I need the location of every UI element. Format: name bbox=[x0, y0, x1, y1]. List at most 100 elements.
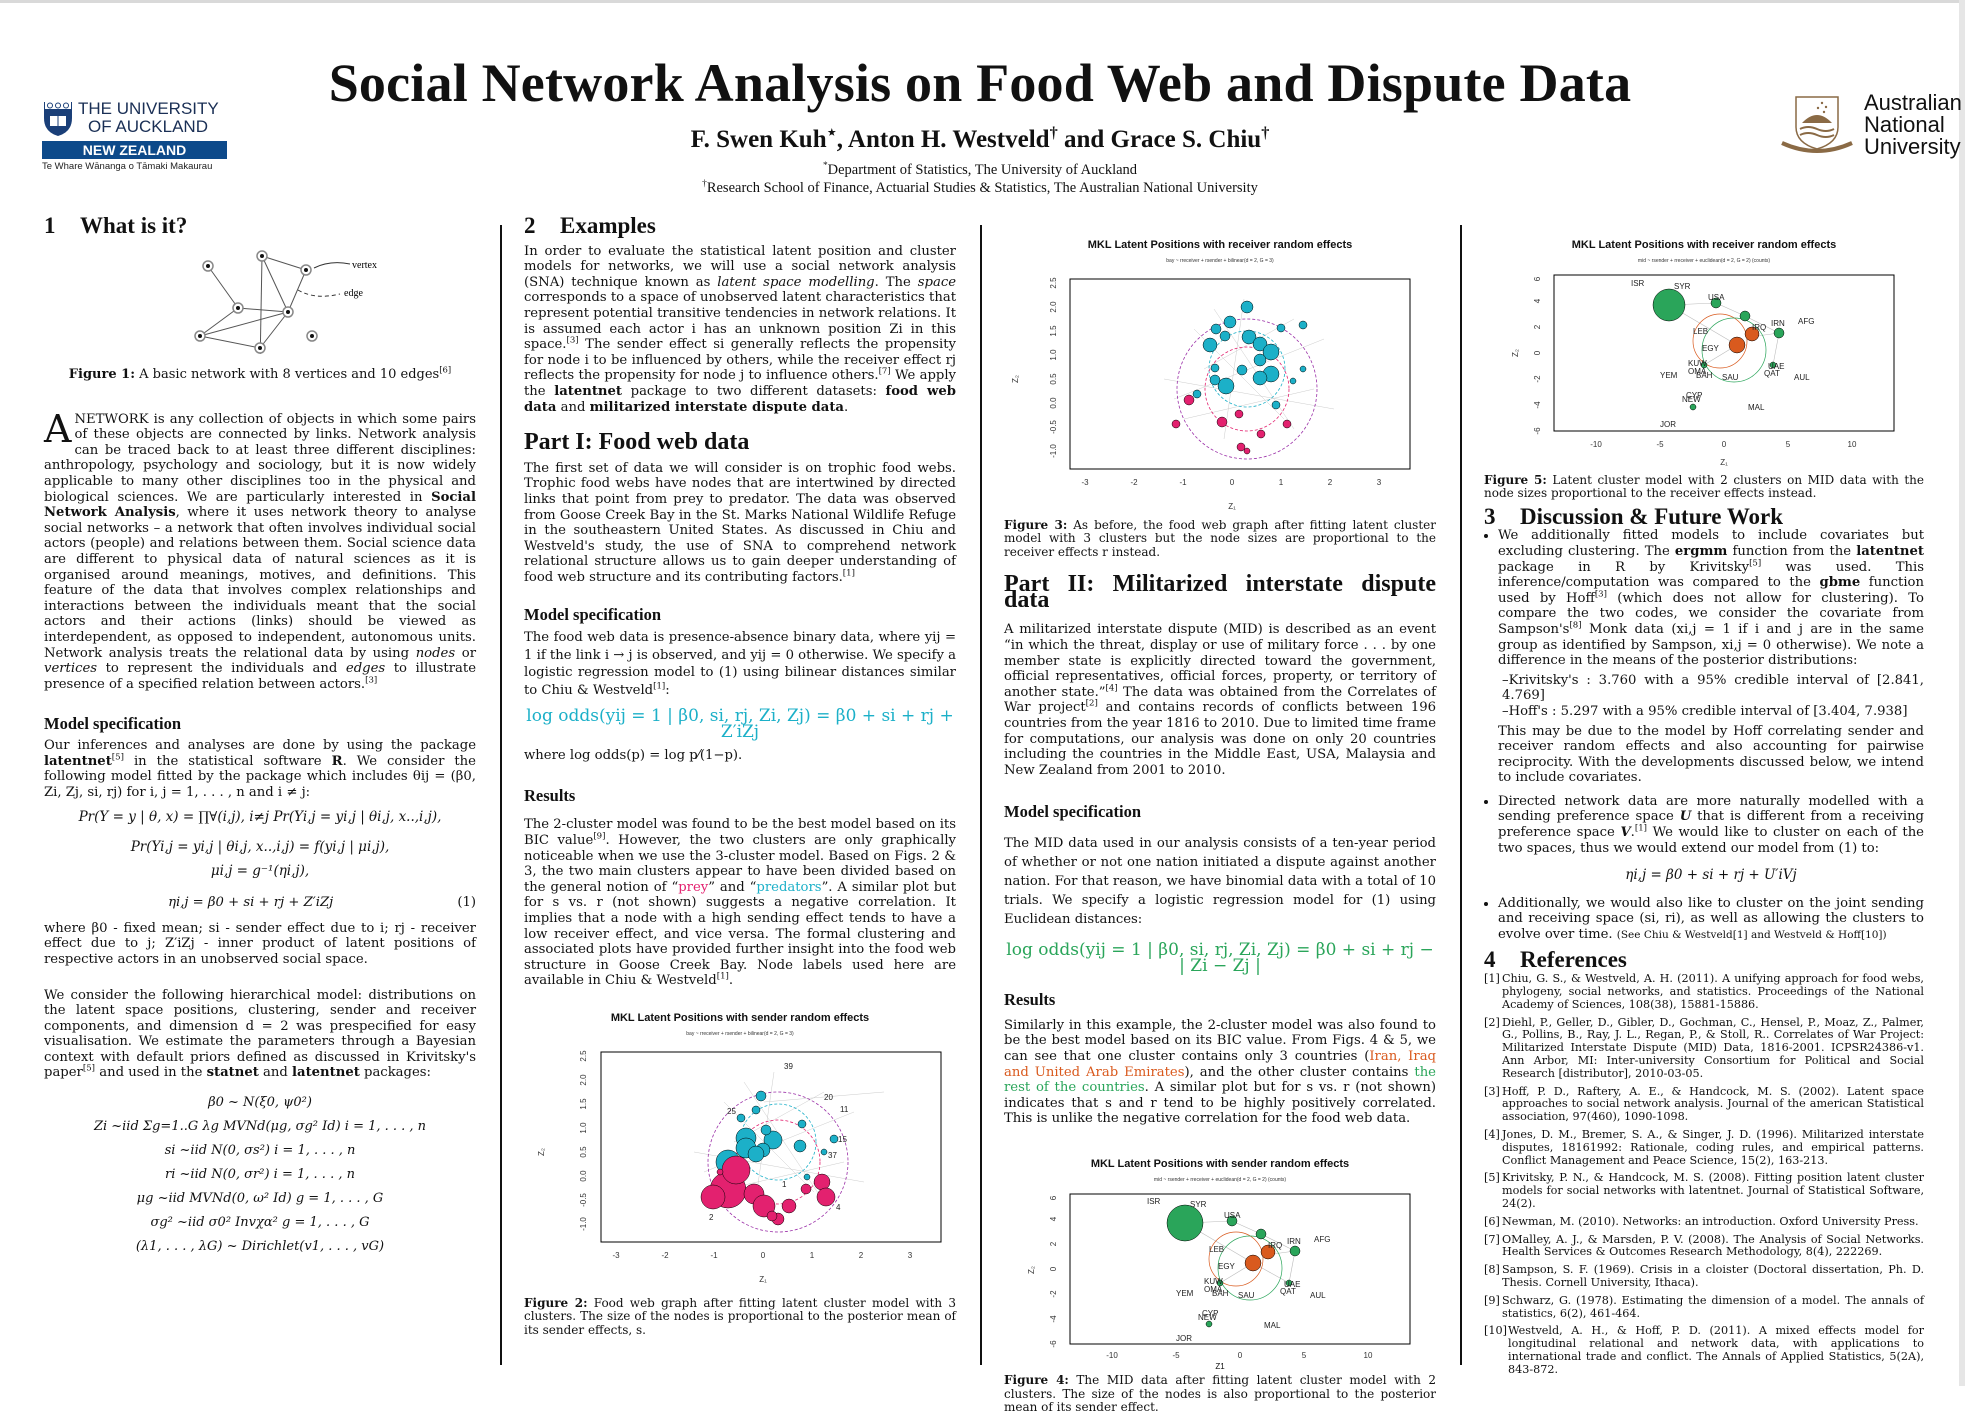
svg-text:5: 5 bbox=[1302, 1351, 1307, 1358]
part-1-heading: Part I: Food web data bbox=[524, 429, 750, 456]
svg-text:JOR: JOR bbox=[1660, 420, 1676, 429]
equation-1: ηi,j = β0 + si + rj + Z′iZj (1) bbox=[168, 895, 476, 911]
reference-item: [8] Sampson, S. F. (1969). Crisis in a cl… bbox=[1484, 1263, 1924, 1289]
equation-link: μi,j = g⁻¹(ηi,j), bbox=[210, 862, 310, 879]
svg-text:2: 2 bbox=[1533, 324, 1542, 329]
svg-text:JOR: JOR bbox=[1176, 1334, 1192, 1343]
figure-1: vertex edge Figure 1: A basic network wi… bbox=[44, 244, 476, 382]
svg-text:edge: edge bbox=[344, 288, 363, 299]
network-diagram: vertex edge bbox=[194, 249, 377, 368]
figure-2-plot: -3 -2 -1 0 1 2 3 Z₁ Z₂ -1.0 -0.5 0.0 0.5 1.0 1.5 2.0… bbox=[537, 1050, 942, 1284]
svg-text:2.5: 2.5 bbox=[579, 1050, 588, 1062]
svg-text:UAE: UAE bbox=[1284, 1280, 1300, 1289]
affiliation-1: *Department of Statistics, The Universit… bbox=[822, 161, 1138, 178]
svg-text:0.5: 0.5 bbox=[1049, 373, 1058, 385]
section-4-heading: 4 References bbox=[1484, 946, 1627, 972]
affiliation-2: †Research School of Finance, Actuarial S… bbox=[702, 179, 1258, 196]
part-2-heading: Part II: Militarized interstate dispute … bbox=[1004, 571, 1436, 613]
svg-text:-1.0: -1.0 bbox=[1049, 444, 1058, 458]
svg-text:BAH: BAH bbox=[1212, 1289, 1229, 1298]
column-divider bbox=[980, 225, 982, 1365]
food-web-results-heading: Results bbox=[524, 785, 576, 805]
svg-text:KUW: KUW bbox=[1204, 1277, 1223, 1286]
svg-text:-3: -3 bbox=[612, 1251, 620, 1260]
svg-text:MAL: MAL bbox=[1748, 403, 1765, 412]
figure-3-caption: Figure 3: As before, the food web graph … bbox=[1004, 517, 1436, 559]
university-of-auckland-logo: THE UNIVERSITY OF AUCKLAND NEW ZEALAND T… bbox=[42, 98, 232, 172]
svg-text:-1.0: -1.0 bbox=[579, 1217, 588, 1231]
svg-text:LEB: LEB bbox=[1693, 327, 1708, 336]
svg-text:1.0: 1.0 bbox=[579, 1122, 588, 1134]
figure-3-plot: -3 -2 -1 0 1 2 3 Z₁ Z₂ -1.0 -0.5 0.0 0.5 1.0 1.5 2.0… bbox=[1011, 277, 1411, 511]
figure-4-caption: Figure 4: The MID data after fitting lat… bbox=[1004, 1373, 1437, 1415]
svg-text:-6: -6 bbox=[1533, 427, 1542, 435]
svg-text:-2: -2 bbox=[661, 1251, 669, 1260]
svg-text:3: 3 bbox=[908, 1251, 913, 1260]
svg-text:SAU: SAU bbox=[1238, 1291, 1255, 1300]
svg-text:IRN: IRN bbox=[1287, 1237, 1301, 1246]
discussion-item-3: Additionally, we would also like to clus… bbox=[1498, 896, 1924, 944]
prior-equations: β0 ~ N(ξ0, ψ0²) Zi ~iid Σg=1..G λg MVNd(… bbox=[93, 1095, 427, 1255]
svg-text:2: 2 bbox=[709, 1213, 714, 1222]
where-paragraph: where β0 - fixed mean; si - sender effec… bbox=[44, 920, 476, 967]
extended-model-equation: ηi,j = β0 + si + rj + U′iVj bbox=[1625, 867, 1797, 884]
svg-text:YEM: YEM bbox=[1176, 1289, 1194, 1298]
svg-text:AFG: AFG bbox=[1314, 1235, 1330, 1244]
reference-list: [1] Chiu, G. S., & Westveld, A. H. (2011)… bbox=[1484, 972, 1924, 1376]
svg-text:4: 4 bbox=[1533, 298, 1542, 303]
reference-item: [3] Hoff, P. D., Raftery, A. E., & Handco… bbox=[1484, 1084, 1924, 1124]
svg-text:IRQ: IRQ bbox=[1268, 1241, 1282, 1250]
mid-logodds-equation: log odds(yij = 1 | β0, si, rj, Zi, Zj) =… bbox=[1006, 940, 1434, 976]
logodds-definition: where log odds(p) = log p⁄(1−p). bbox=[524, 748, 743, 764]
svg-text:-10: -10 bbox=[1590, 440, 1602, 449]
svg-text:-4: -4 bbox=[1533, 401, 1542, 409]
svg-text:Z₁: Z₁ bbox=[1228, 502, 1236, 511]
australian-national-university-logo: Australian National University bbox=[1778, 92, 1962, 158]
examples-intro: In order to evaluate the statistical lat… bbox=[524, 243, 957, 415]
svg-text:Z₁: Z₁ bbox=[759, 1275, 767, 1284]
svg-text:6: 6 bbox=[1049, 1195, 1058, 1200]
svg-text:AFG: AFG bbox=[1798, 317, 1814, 326]
svg-text:0: 0 bbox=[1533, 350, 1542, 355]
svg-text:Z₂: Z₂ bbox=[1011, 375, 1020, 383]
part-2-paragraph: A militarized interstate dispute (MID) i… bbox=[1004, 622, 1437, 778]
svg-text:-10: -10 bbox=[1106, 1351, 1118, 1358]
reference-item: [9] Schwarz, G. (1978). Estimating the di… bbox=[1484, 1293, 1924, 1320]
right-border bbox=[1959, 0, 1965, 1386]
svg-text:1: 1 bbox=[1279, 478, 1284, 487]
svg-text:-2: -2 bbox=[1049, 1290, 1058, 1298]
svg-text:-2: -2 bbox=[1130, 478, 1138, 487]
svg-text:0: 0 bbox=[761, 1251, 766, 1260]
mid-results-paragraph: Similarly in this example, the 2-cluster… bbox=[1004, 1017, 1436, 1127]
svg-text:NEW: NEW bbox=[1682, 395, 1701, 404]
svg-text:10: 10 bbox=[1848, 440, 1857, 449]
figure-5-plot: -10 -5 0 5 10 Z₁ Z₂ -6 -4 -2 0 2 4 6 ISR SYR USA IRN A… bbox=[1511, 274, 1895, 467]
figure-3-chart: MKL Latent Positions with receiver rando… bbox=[1004, 239, 1436, 559]
equation-conditional: Pr(Yi,j = yi,j | θi,j, x..,i,j) = f(yi,j… bbox=[130, 838, 390, 855]
reference-item: [1] Chiu, G. S., & Westveld, A. H. (2011)… bbox=[1484, 972, 1924, 1011]
figure-5-chart: MKL Latent Positions with receiver rando… bbox=[1484, 239, 1925, 501]
reference-item: [10] Westveld, A. H., & Hoff, P. D. (2011… bbox=[1484, 1324, 1924, 1376]
svg-text:20: 20 bbox=[824, 1093, 833, 1102]
svg-text:USA: USA bbox=[1708, 293, 1725, 302]
figure-2-chart: MKL Latent Positions with sender random … bbox=[524, 1011, 956, 1337]
svg-text:ISR: ISR bbox=[1147, 1197, 1161, 1206]
svg-text:39: 39 bbox=[784, 1062, 793, 1071]
shield-icon bbox=[44, 102, 72, 136]
svg-text:ISR: ISR bbox=[1631, 279, 1645, 288]
mid-results-heading: Results bbox=[1004, 990, 1056, 1010]
svg-text:Z₁: Z₁ bbox=[1720, 458, 1728, 467]
discussion-item-1: We additionally fitted models to include… bbox=[1498, 528, 1924, 786]
svg-text:1.0: 1.0 bbox=[1049, 349, 1058, 361]
svg-text:-5: -5 bbox=[1172, 1351, 1180, 1358]
svg-text:10: 10 bbox=[1364, 1351, 1373, 1358]
svg-text:3: 3 bbox=[1377, 478, 1382, 487]
part-1-paragraph: The first set of data we will consider i… bbox=[524, 460, 956, 585]
svg-text:QAT: QAT bbox=[1280, 1287, 1296, 1296]
svg-text:Z₂: Z₂ bbox=[537, 1148, 546, 1156]
svg-text:15: 15 bbox=[838, 1135, 847, 1144]
reference-item: [5] Krivitsky, P. N., & Handcock, M. S. (… bbox=[1484, 1171, 1924, 1210]
svg-text:NEW: NEW bbox=[1198, 1313, 1217, 1322]
svg-text:IRQ: IRQ bbox=[1752, 323, 1766, 332]
svg-text:IRN: IRN bbox=[1771, 319, 1785, 328]
